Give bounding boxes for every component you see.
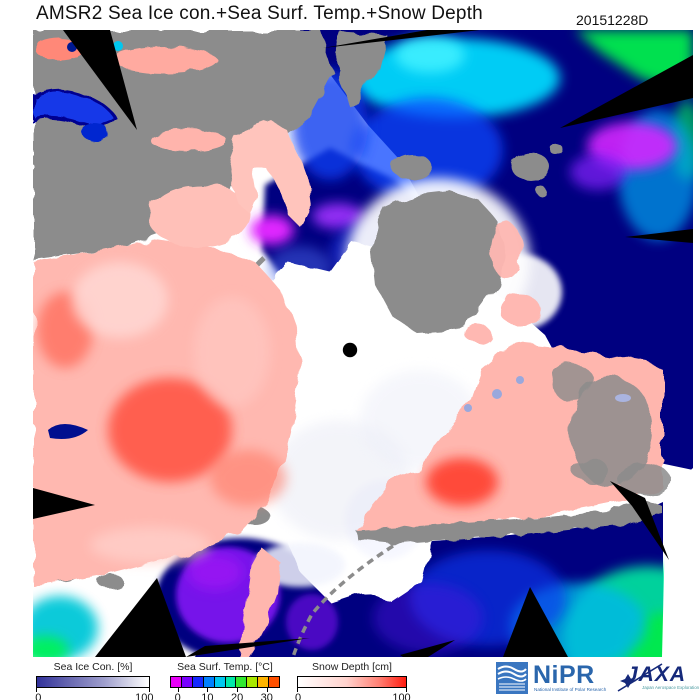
nipr-logo: NiPR National Institute of Polar Researc… <box>496 661 614 698</box>
tick-label: 0 <box>35 692 42 700</box>
arctic-map <box>33 30 693 657</box>
colorbar-snow-depth: Snow Depth [cm] 0 100 <box>295 661 411 700</box>
tick-label: 100 <box>392 692 411 700</box>
colorbar-snow-label: Snow Depth [cm] <box>312 661 392 673</box>
kamchatka-landmass <box>239 548 281 657</box>
tick-label: 10 <box>201 692 214 700</box>
tick-label: 100 <box>135 692 154 700</box>
tick-label: 0 <box>295 692 302 700</box>
greenland-landmass <box>371 191 504 333</box>
colorbar-sea-ice-label: Sea Ice Con. [%] <box>53 661 133 673</box>
map-corner-cut <box>662 468 693 657</box>
sst-layer <box>33 30 693 657</box>
sst-gradient-segment <box>192 677 204 687</box>
tick-label: 30 <box>260 692 273 700</box>
missing-data-wedges <box>33 30 693 657</box>
tick-mark <box>148 688 150 692</box>
nipr-logo-text: NiPR <box>533 661 595 689</box>
date-code: 20151228D <box>576 12 649 28</box>
colorbar-sst-label: Sea Surf. Temp. [°C] <box>177 661 273 673</box>
jaxa-logo: JAXA Japan Aerospace Exploration Agency <box>616 661 700 699</box>
sst-gradient-segment <box>181 677 193 687</box>
colorbar-snow-gradient <box>297 676 407 688</box>
tick-mark <box>177 688 179 692</box>
north-pole-dot <box>342 342 358 358</box>
sst-gradient-segment <box>236 677 248 687</box>
sst-gradient-segment <box>171 677 182 687</box>
scandinavia-landmass <box>228 117 311 227</box>
jaxa-logo-text: JAXA <box>626 663 687 686</box>
tick-mark <box>266 688 268 692</box>
sst-gradient-segment <box>269 677 280 687</box>
map-title: AMSR2 Sea Ice con.+Sea Surf. Temp.+Snow … <box>36 3 483 24</box>
sst-gradient-segment <box>258 677 270 687</box>
jaxa-swoosh-icon <box>617 663 663 692</box>
tick-mark <box>405 688 407 692</box>
sst-gradient-segment <box>225 677 237 687</box>
nipr-logo-subtitle: National Institute of Polar Research <box>534 687 607 692</box>
lake-baikal <box>48 424 88 439</box>
colorbar-sea-ice-gradient <box>36 676 150 688</box>
sst-gradient-segment <box>203 677 215 687</box>
sst-gradient-segment <box>214 677 226 687</box>
tick-mark <box>297 688 298 692</box>
colorbar-sst: Sea Surf. Temp. [°C] 0 10 20 30 <box>170 661 280 700</box>
sst-gradient-segment <box>247 677 259 687</box>
jaxa-logo-subtitle: Japan Aerospace Exploration Agency <box>642 685 700 690</box>
tick-mark <box>36 688 37 692</box>
tick-mark <box>207 688 209 692</box>
colorbar-sea-ice: Sea Ice Con. [%] 0 100 <box>35 661 153 700</box>
tick-label: 0 <box>174 692 181 700</box>
tick-mark <box>237 688 239 692</box>
colorbar-sst-gradient <box>170 676 280 688</box>
inland-water-layer <box>33 41 123 439</box>
tick-label: 20 <box>230 692 244 700</box>
nipr-logo-mark <box>496 662 528 694</box>
snow-layer <box>33 39 671 657</box>
